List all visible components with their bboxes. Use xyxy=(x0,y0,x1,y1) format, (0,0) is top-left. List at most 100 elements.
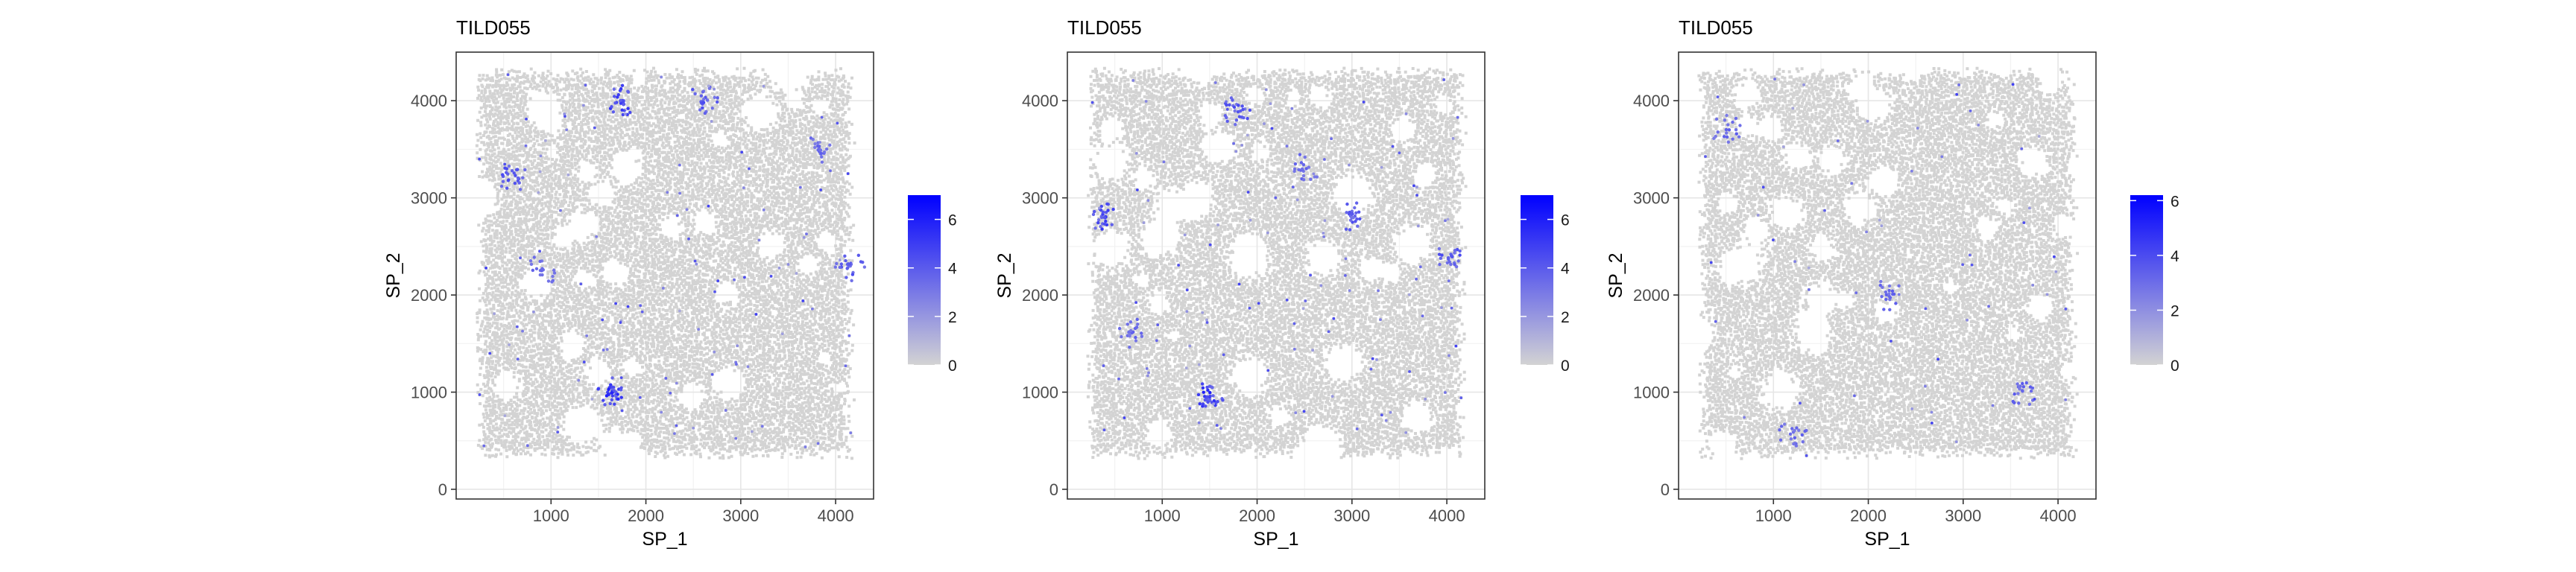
expression-point xyxy=(1134,339,1138,343)
y-tick-label: 0 xyxy=(438,480,447,499)
expression-point xyxy=(2031,283,2035,287)
expression-point xyxy=(514,168,519,172)
expression-point xyxy=(1309,177,1313,181)
expression-point xyxy=(1437,252,1442,256)
expression-point xyxy=(703,111,707,115)
expression-point xyxy=(1197,421,1201,425)
y-tick-label: 3000 xyxy=(411,189,447,208)
expression-point xyxy=(1319,284,1323,287)
y-tick-label: 0 xyxy=(1049,480,1058,499)
expression-point xyxy=(762,208,765,212)
expression-point xyxy=(484,267,487,270)
expression-point xyxy=(1415,185,1418,189)
expression-point xyxy=(822,150,827,154)
expression-point xyxy=(1961,263,1965,267)
y-tick-label: 3000 xyxy=(1633,189,1670,208)
expression-point xyxy=(1101,210,1105,214)
expression-point xyxy=(1302,410,1306,413)
expression-point xyxy=(1206,400,1210,404)
expression-point xyxy=(563,112,566,115)
expression-point xyxy=(564,115,566,118)
colorbar-tick-label: 0 xyxy=(1561,358,1570,375)
expression-point xyxy=(710,107,714,110)
expression-point xyxy=(538,250,541,253)
expression-point xyxy=(1734,132,1738,136)
x-tick-label: 2000 xyxy=(628,506,664,525)
expression-point xyxy=(613,402,616,406)
expression-point xyxy=(1309,273,1312,277)
expression-point xyxy=(769,274,773,278)
expression-point xyxy=(602,349,605,352)
x-axis-label: SP_1 xyxy=(1864,529,1910,550)
expression-point xyxy=(1229,96,1234,100)
expression-point xyxy=(1106,209,1110,212)
expression-point xyxy=(1355,428,1359,430)
expression-point xyxy=(503,162,507,166)
expression-point xyxy=(610,394,615,398)
expression-point xyxy=(611,110,616,114)
expression-point xyxy=(693,259,697,263)
expression-point xyxy=(1970,263,1974,267)
expression-point xyxy=(603,403,607,407)
expression-point xyxy=(1881,285,1884,289)
y-axis-label: SP_2 xyxy=(1606,252,1626,298)
expression-point xyxy=(735,363,738,366)
expression-point xyxy=(742,276,746,279)
expression-point xyxy=(1415,277,1418,281)
expression-point xyxy=(582,360,586,363)
expression-point xyxy=(2029,389,2033,393)
expression-point xyxy=(844,258,847,263)
expression-point xyxy=(517,181,521,185)
expression-point xyxy=(1120,334,1123,339)
chart-panel-3: 1000 2000 3000 4000 0 1000 2000 3000 4000 TILD055… xyxy=(1606,16,2179,550)
expression-point xyxy=(1140,331,1143,335)
expression-point xyxy=(713,95,716,99)
expression-point xyxy=(819,155,824,159)
expression-point xyxy=(1437,247,1442,251)
expression-point xyxy=(1144,100,1148,103)
expression-point xyxy=(1188,344,1192,348)
expression-point xyxy=(559,209,562,212)
expression-point xyxy=(1128,328,1133,333)
expression-point xyxy=(813,145,817,150)
plot-border xyxy=(455,51,874,500)
expression-point xyxy=(1854,291,1858,295)
expression-point xyxy=(1198,402,1202,406)
expression-point xyxy=(639,304,643,308)
expression-point xyxy=(1234,150,1238,153)
expression-point xyxy=(1803,429,1807,433)
colorbar-tick-label: 4 xyxy=(948,261,957,278)
colorbar-tick-label: 2 xyxy=(1561,309,1570,326)
expression-point xyxy=(607,393,610,396)
expression-point xyxy=(503,166,507,170)
expression-point xyxy=(614,390,618,394)
expression-point xyxy=(2027,402,2032,407)
expression-point xyxy=(1916,127,1919,130)
expression-point xyxy=(740,150,744,154)
expression-point xyxy=(820,160,824,164)
expression-point xyxy=(1300,167,1304,171)
expression-point xyxy=(1756,214,1760,217)
expression-point xyxy=(1292,322,1296,325)
expression-point xyxy=(1225,115,1228,120)
expression-point xyxy=(1793,436,1797,440)
expression-point xyxy=(1330,395,1334,398)
expression-point xyxy=(1323,219,1327,223)
expression-point xyxy=(523,168,527,172)
expression-point xyxy=(1887,292,1891,296)
expression-point xyxy=(1234,122,1237,127)
expression-point xyxy=(616,95,619,99)
expression-point xyxy=(628,110,632,115)
expression-point xyxy=(1351,216,1355,220)
expression-point xyxy=(1761,185,1765,189)
expression-point xyxy=(847,334,851,337)
expression-point xyxy=(1779,425,1784,428)
expression-point xyxy=(1307,165,1311,169)
expression-point xyxy=(619,321,622,324)
expression-point xyxy=(816,148,820,152)
expression-point xyxy=(1884,297,1888,302)
expression-point xyxy=(1099,225,1102,229)
expression-point xyxy=(618,89,622,92)
expression-point xyxy=(1301,162,1306,167)
expression-point xyxy=(1102,428,1106,432)
